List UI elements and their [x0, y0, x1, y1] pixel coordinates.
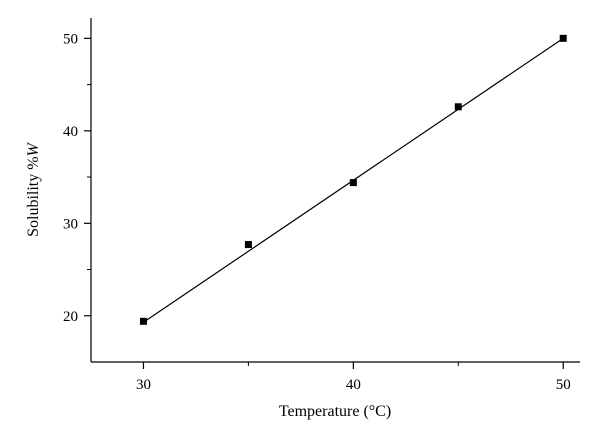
data-point: [349, 179, 357, 187]
data-point: [244, 241, 252, 249]
x-tick-label: 40: [346, 377, 361, 393]
y-tick-label: 30: [63, 216, 78, 232]
tick-labels: 30 40 50 20 30 40 50: [63, 31, 571, 393]
data-point: [559, 34, 567, 42]
x-tick-label: 50: [556, 377, 571, 393]
y-axis-title: Solubility %W: [25, 141, 42, 236]
y-tick-label: 50: [63, 31, 78, 47]
y-tick-label: 40: [63, 124, 78, 140]
x-axis-title: Temperature (°C): [279, 403, 391, 420]
data-points: [139, 34, 567, 325]
y-axis-title-var: W: [25, 141, 42, 156]
data-point: [454, 103, 462, 111]
axes: [90, 18, 580, 363]
x-tick-label: 30: [136, 377, 151, 393]
ticks: [84, 37, 564, 369]
y-axis-title-prefix: Solubility %: [25, 156, 42, 236]
data-point: [139, 317, 147, 325]
y-tick-label: 20: [63, 309, 78, 325]
